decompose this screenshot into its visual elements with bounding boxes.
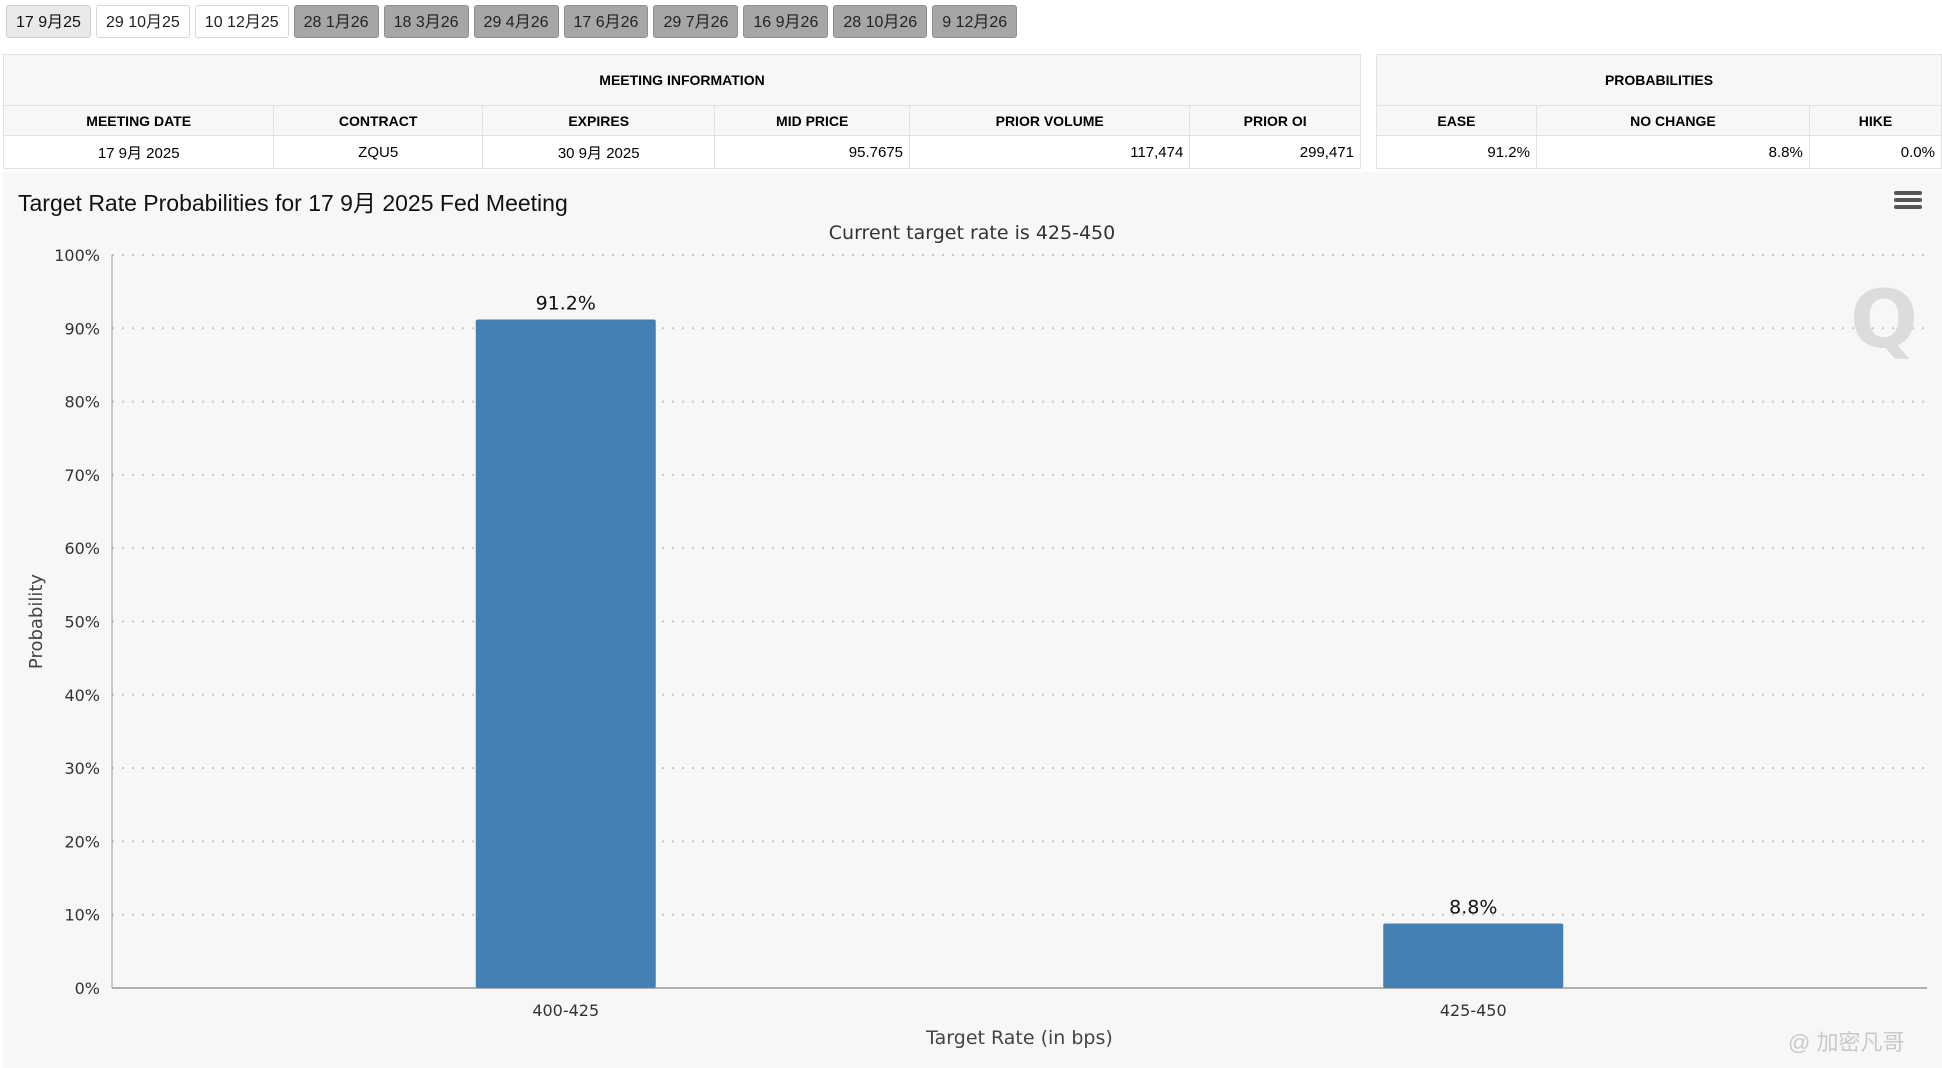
prior-volume-value: 117,474 [909,135,1191,169]
meeting-date-value: 17 9月 2025 [2,135,275,169]
chart-title: Target Rate Probabilities for 17 9月 2025… [18,190,568,216]
meeting-tab[interactable]: 28 1月26 [293,5,379,38]
y-tick-label: 10% [64,906,100,925]
chart-subtitle: Current target rate is 425-450 [828,222,1116,244]
y-tick-label: 100% [54,246,100,265]
meeting-tab[interactable]: 17 6月26 [563,5,649,38]
col-ease: EASE [1376,105,1537,136]
y-tick-label: 60% [64,539,100,558]
meeting-tab[interactable]: 10 12月25 [194,5,289,38]
y-axis-title: Probability [26,574,47,669]
meeting-info-heading: MEETING INFORMATION [3,54,1361,106]
expires-value: 30 9月 2025 [481,135,716,169]
col-contract: CONTRACT [273,105,483,136]
mid-price-value: 95.7675 [714,135,911,169]
meeting-tab[interactable]: 29 10月25 [95,5,190,38]
meeting-tab[interactable]: 29 4月26 [473,5,559,38]
no-change-value: 8.8% [1535,135,1810,169]
bar [1383,923,1564,988]
y-tick-label: 80% [64,393,100,412]
col-hike: HIKE [1808,105,1942,136]
meeting-tab[interactable]: 17 9月25 [6,5,91,38]
y-tick-label: 40% [64,686,100,705]
y-tick-label: 90% [64,319,100,338]
probabilities-table: PROBABILITIES EASE NO CHANGE HIKE 91.2% … [1376,54,1942,169]
meeting-info-table: MEETING INFORMATION MEETING DATE CONTRAC… [2,54,1361,169]
bar-chart: 0% 10% 20% 30% 40% 50% 60% 70% 80% 90% 100% 91.2% 40… [26,246,1927,1049]
hike-value: 0.0% [1808,135,1942,169]
col-expires: EXPIRES [481,105,716,136]
meeting-tabs: 17 9月25 29 10月25 10 12月25 28 1月26 18 3月26 29 … [6,5,1018,38]
meeting-tab[interactable]: 18 3月26 [383,5,469,38]
col-prior-oi: PRIOR OI [1189,105,1361,136]
y-tick-label: 50% [64,613,100,632]
table-row: 17 9月 2025 ZQU5 30 9月 2025 95.7675 117,4… [2,135,1361,169]
x-tick-label: 400-425 [532,1001,599,1020]
meeting-tab[interactable]: 9 12月26 [932,5,1018,38]
col-prior-volume: PRIOR VOLUME [909,105,1191,136]
data-label: 8.8% [1449,896,1497,918]
y-tick-label: 70% [64,466,100,485]
meeting-tab[interactable]: 28 10月26 [833,5,928,38]
bar [475,319,656,988]
chart-container: Target Rate Probabilities for 17 9月 2025… [2,172,1942,1068]
y-tick-label: 30% [64,759,100,778]
col-no-change: NO CHANGE [1535,105,1810,136]
ease-value: 91.2% [1376,135,1537,169]
footer-watermark: @ 加密凡哥 [1788,1030,1905,1055]
data-label: 91.2% [536,293,596,315]
table-row: 91.2% 8.8% 0.0% [1376,135,1942,169]
x-tick-label: 425-450 [1440,1001,1507,1020]
meeting-tab[interactable]: 29 7月26 [653,5,739,38]
col-mid-price: MID PRICE [714,105,911,136]
prior-oi-value: 299,471 [1189,135,1361,169]
col-meeting-date: MEETING DATE [2,105,275,136]
y-tick-label: 20% [64,832,100,851]
hamburger-menu-icon[interactable] [1894,188,1922,214]
x-axis-title: Target Rate (in bps) [925,1027,1113,1049]
probabilities-heading: PROBABILITIES [1376,54,1942,106]
logo-watermark: Q [1850,273,1918,366]
contract-value: ZQU5 [273,135,483,169]
y-tick-label: 0% [75,979,100,998]
meeting-tab[interactable]: 16 9月26 [743,5,829,38]
